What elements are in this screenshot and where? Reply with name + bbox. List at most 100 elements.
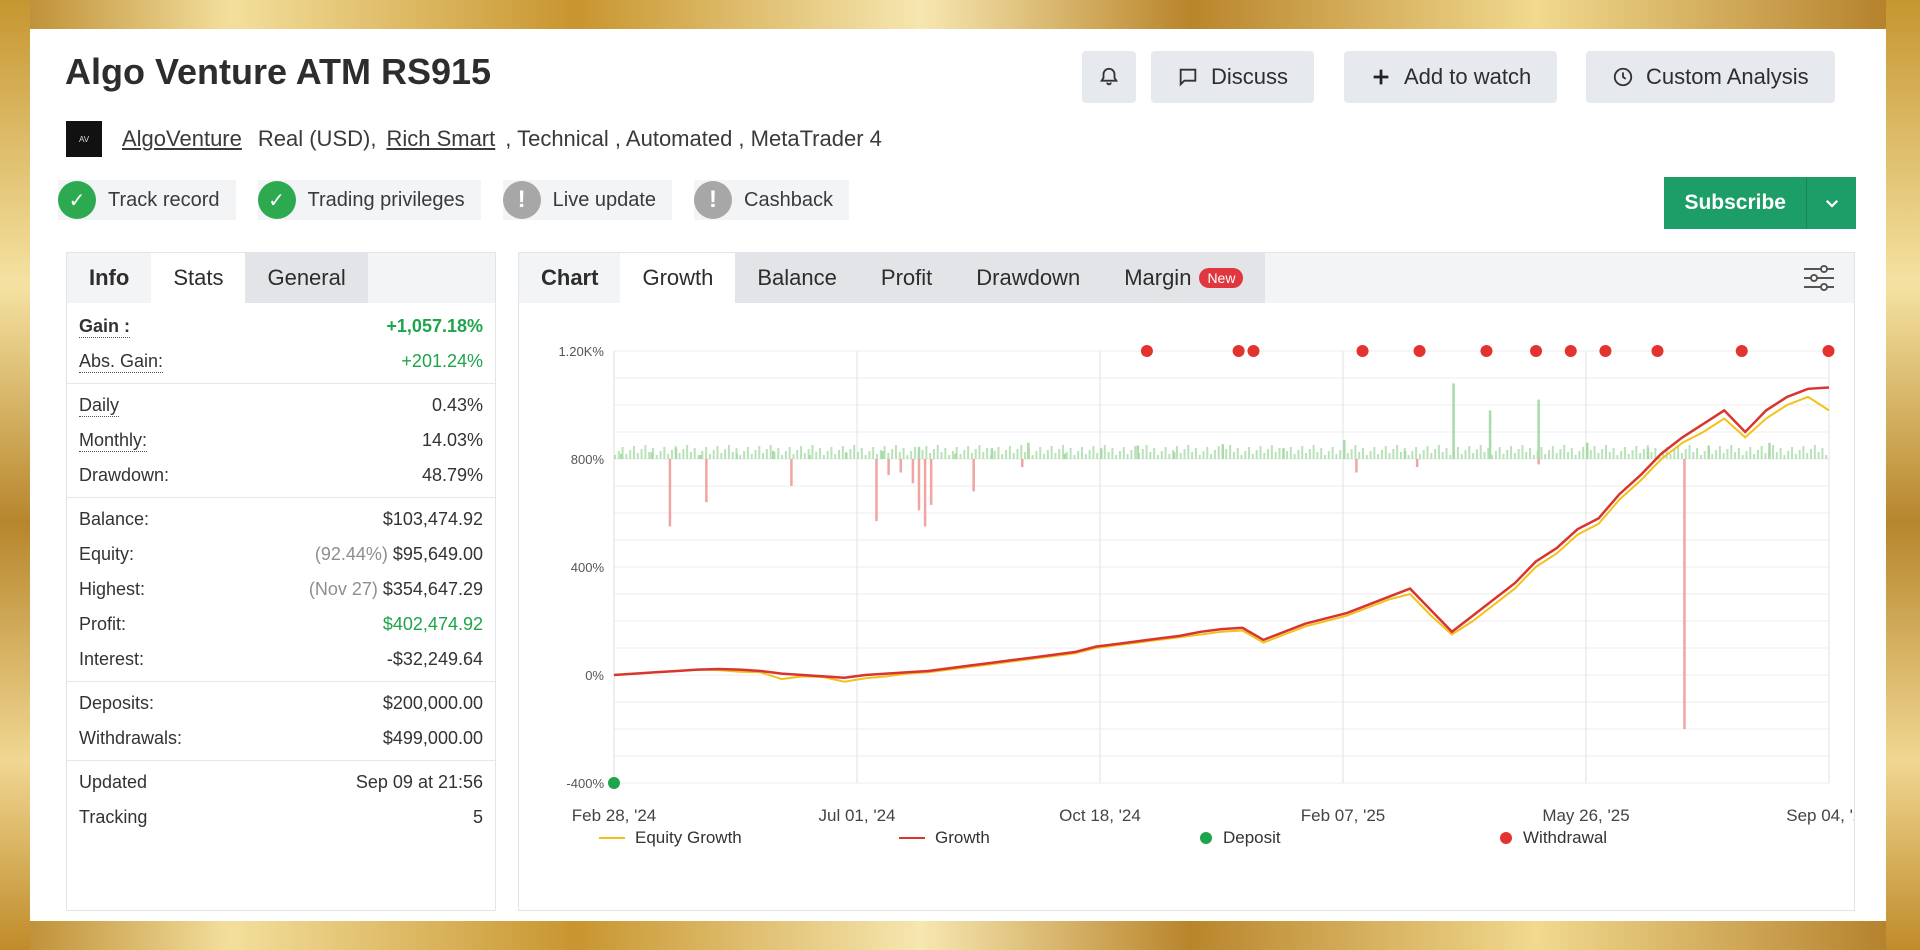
bar-down [899,459,903,473]
bar-up [948,455,951,459]
bar-up [1650,452,1653,459]
tab-profit[interactable]: Profit [858,253,955,303]
deposit-point [608,777,620,789]
bar-up [1688,445,1691,459]
badge-track-record[interactable]: ✓ Track record [58,180,236,220]
withdrawal-point [1564,345,1577,357]
subscribe-control: Subscribe [1664,177,1856,229]
exclamation-icon: ! [502,181,541,219]
bar-up [663,447,666,459]
bar-up [1286,451,1289,459]
withdrawal-point [1413,345,1426,357]
legend-withdrawal[interactable]: Withdrawal [1499,828,1799,848]
withdrawal-point [1599,345,1612,357]
bar-up [1422,450,1425,459]
settings-sliders-icon[interactable] [1802,265,1836,291]
chat-icon [1179,68,1197,87]
subscribe-dropdown[interactable] [1806,177,1856,229]
legend-deposit[interactable]: Deposit [1199,828,1499,848]
custom-analysis-button[interactable]: Custom Analysis [1586,51,1835,103]
bar-up [1111,448,1114,459]
bar-up [844,452,848,459]
bar-up [746,447,749,459]
author-link[interactable]: AlgoVenture [122,126,242,151]
bar-up [1806,453,1809,459]
bar-up [674,448,678,459]
stat-highest: Highest: (Nov 27) $354,647.29 [79,579,483,599]
withdrawal-point [1651,345,1664,357]
bar-down [917,459,921,511]
bar-up [1567,452,1570,459]
bar-up [1145,445,1148,459]
bar-up [1479,445,1482,459]
bar-up [1107,452,1110,459]
badge-live-update[interactable]: ! Live update [502,180,673,220]
bar-up [1715,450,1718,459]
chart-grid [613,350,1830,784]
bar-up [1430,453,1433,459]
tab-drawdown[interactable]: Drawdown [954,253,1103,303]
bar-up [1065,452,1068,459]
bar-up [1726,449,1729,459]
bar-up [1684,449,1687,459]
bar-up [716,446,719,459]
badge-cashback[interactable]: ! Cashback [694,180,849,220]
bar-up [1240,455,1243,459]
subscribe-button[interactable]: Subscribe [1684,191,1786,214]
margin-label: Margin [1124,265,1192,290]
bar-up [1058,449,1061,459]
bar-up [1521,445,1524,459]
bar-up [1510,446,1513,459]
bar-up [678,453,681,459]
tab-growth[interactable]: Growth [620,253,736,303]
withdrawal-point [1140,345,1153,357]
badges: ✓ Track record ✓ Trading privileges ! Li… [58,180,849,220]
bar-up [1730,445,1733,459]
bar-up [894,445,897,459]
tab-margin[interactable]: Margin New [1102,253,1266,303]
notify-button[interactable] [1082,51,1136,103]
bar-up [1802,446,1805,459]
legend-growth[interactable]: Growth [899,828,1199,848]
bar-up [686,445,689,459]
bar-up [1248,447,1251,459]
discuss-button[interactable]: Discuss [1151,51,1315,103]
bar-up [1096,453,1099,459]
bar-up [1532,455,1535,459]
bar-up [1741,455,1744,459]
y-tick-label: 0% [585,668,604,683]
bar-up [1821,448,1824,459]
tab-info[interactable]: Info [89,265,130,290]
bar-up [1623,447,1626,459]
bar-up [1084,454,1087,459]
stat-tracking: Tracking 5 [79,807,483,827]
bar-up [978,445,981,459]
broker-link[interactable]: Rich Smart [386,126,496,151]
bar-up [1236,448,1239,459]
bar-up [1316,452,1319,459]
bar-up [699,454,702,459]
clock-icon [1613,67,1633,87]
bar-up [1305,453,1308,459]
bar-up [1544,454,1547,459]
bar-up [1418,454,1421,459]
bar-up [936,445,939,459]
bar-up [807,449,810,459]
tab-general[interactable]: General [245,253,368,303]
bar-up [1024,452,1027,459]
tab-balance[interactable]: Balance [735,253,859,303]
bar-up [913,447,916,459]
discuss-label: Discuss [1211,64,1289,89]
add-to-watch-button[interactable]: Add to watch [1344,51,1558,103]
legend-equity-growth[interactable]: Equity Growth [599,828,899,848]
bar-down [1537,459,1540,465]
badge-label: Live update [552,188,657,211]
bar-up [1008,446,1011,459]
bar-up [1141,449,1144,459]
bar-up [970,453,973,459]
bar-up [1452,383,1455,459]
bar-up [1130,450,1133,459]
tab-stats[interactable]: Stats [151,253,246,303]
tab-chart[interactable]: Chart [541,265,599,290]
badge-trading-privileges[interactable]: ✓ Trading privileges [257,180,481,220]
